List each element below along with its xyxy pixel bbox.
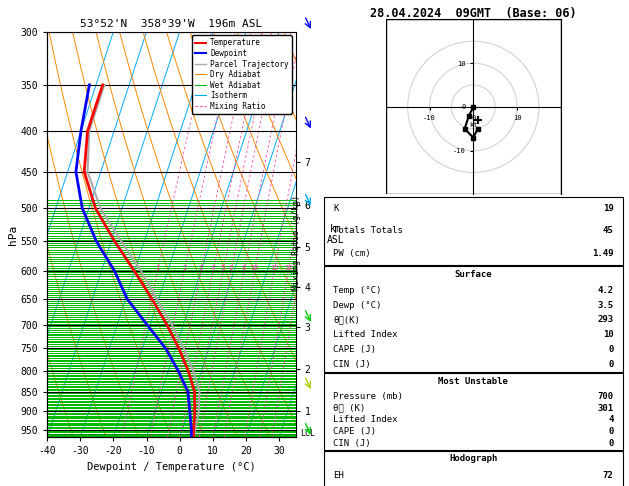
Text: CIN (J): CIN (J) (333, 360, 371, 369)
Text: Lifted Index: Lifted Index (333, 416, 398, 424)
Text: CAPE (J): CAPE (J) (333, 345, 376, 354)
Text: 15: 15 (270, 265, 279, 271)
Text: Most Unstable: Most Unstable (438, 377, 508, 386)
Text: 1: 1 (155, 265, 160, 271)
Text: Lifted Index: Lifted Index (333, 330, 398, 339)
Text: 3: 3 (199, 265, 203, 271)
Text: 0: 0 (608, 345, 613, 354)
Text: 28.04.2024  09GMT  (Base: 06): 28.04.2024 09GMT (Base: 06) (370, 7, 577, 20)
Text: CIN (J): CIN (J) (333, 439, 371, 448)
Y-axis label: km
ASL: km ASL (326, 224, 344, 245)
Text: 19: 19 (603, 204, 613, 213)
Text: 1.49: 1.49 (592, 249, 613, 258)
Bar (324, 451, 623, 486)
Text: 700: 700 (598, 392, 613, 400)
Text: LCL: LCL (301, 429, 316, 438)
Text: EH: EH (333, 471, 344, 480)
Text: Pressure (mb): Pressure (mb) (333, 392, 403, 400)
Text: 4.2: 4.2 (598, 286, 613, 295)
Text: 0: 0 (608, 439, 613, 448)
Text: Dewp (°C): Dewp (°C) (333, 300, 382, 310)
Bar (324, 197, 623, 265)
Text: θᴇ(K): θᴇ(K) (333, 315, 360, 325)
Text: Temp (°C): Temp (°C) (333, 286, 382, 295)
Text: Totals Totals: Totals Totals (333, 226, 403, 235)
Text: 2: 2 (182, 265, 187, 271)
Text: 72: 72 (603, 471, 613, 480)
Text: 293: 293 (598, 315, 613, 325)
Bar (324, 373, 623, 450)
Text: 4: 4 (211, 265, 215, 271)
Text: 10: 10 (250, 265, 259, 271)
Text: 45: 45 (603, 226, 613, 235)
Title: 53°52'N  358°39'W  196m ASL: 53°52'N 358°39'W 196m ASL (81, 19, 262, 30)
Text: CAPE (J): CAPE (J) (333, 427, 376, 436)
Text: 5: 5 (221, 265, 225, 271)
Bar (324, 266, 623, 372)
Text: 20: 20 (284, 265, 292, 271)
Text: Mixing Ratio (g/kg): Mixing Ratio (g/kg) (292, 195, 301, 291)
Text: K: K (333, 204, 338, 213)
Text: 3.5: 3.5 (598, 300, 613, 310)
Text: 301: 301 (598, 403, 613, 413)
Text: 4: 4 (608, 416, 613, 424)
Text: 0: 0 (608, 427, 613, 436)
Text: 0: 0 (608, 360, 613, 369)
Text: PW (cm): PW (cm) (333, 249, 371, 258)
Text: Surface: Surface (455, 270, 492, 279)
Legend: Temperature, Dewpoint, Parcel Trajectory, Dry Adiabat, Wet Adiabat, Isotherm, Mi: Temperature, Dewpoint, Parcel Trajectory… (192, 35, 292, 114)
Text: 6: 6 (229, 265, 233, 271)
Text: 10: 10 (603, 330, 613, 339)
Y-axis label: hPa: hPa (8, 225, 18, 244)
X-axis label: Dewpoint / Temperature (°C): Dewpoint / Temperature (°C) (87, 462, 256, 472)
Text: 8: 8 (242, 265, 246, 271)
Text: θᴇ (K): θᴇ (K) (333, 403, 365, 413)
Text: Hodograph: Hodograph (449, 454, 498, 464)
